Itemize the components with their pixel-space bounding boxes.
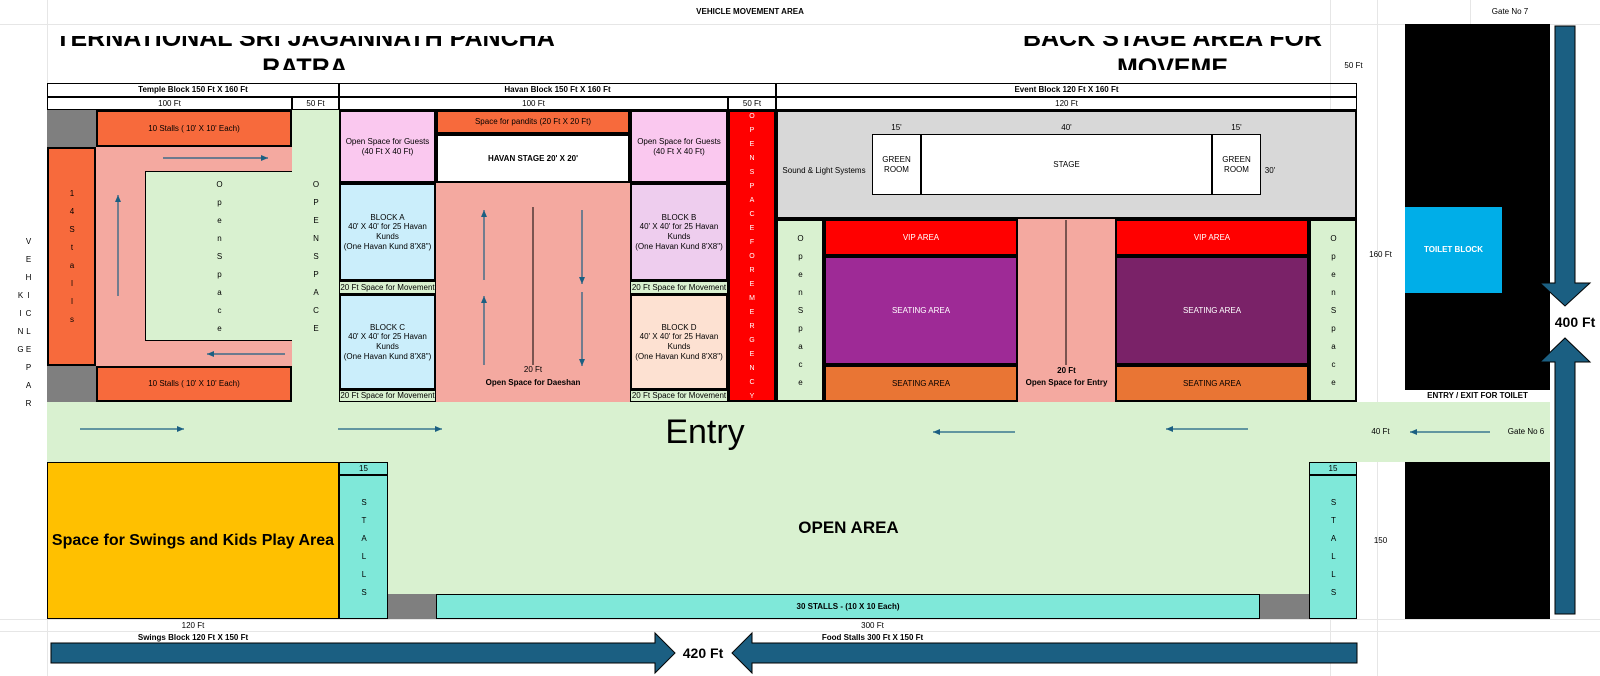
- block-b: BLOCK B 40' X 40' for 25 Havan Kunds (On…: [630, 183, 728, 281]
- stalls-side: 1 4 S t a l l s: [47, 147, 96, 366]
- open-space-label: O p e n S p a c e: [1329, 234, 1338, 387]
- title-right: BACK STAGE AREA FOR MOVEME: [1022, 36, 1323, 70]
- stalls-label: S T A L L S: [359, 497, 369, 597]
- havan-block-label: Havan Block 150 Ft X 160 Ft: [339, 83, 776, 97]
- open-space-label: O P E N S P A C E: [311, 179, 321, 333]
- vip-area-right: VIP AREA: [1115, 219, 1309, 256]
- seating-area-left-lower: SEATING AREA: [824, 365, 1018, 402]
- dim-15: 15': [1231, 123, 1242, 133]
- gridline: [0, 631, 1600, 632]
- event-block-label: Event Block 120 Ft X 160 Ft: [776, 83, 1357, 97]
- movement-space: 20 Ft Space for Movement: [339, 281, 436, 294]
- stalls-side-label: 1 4 S t a l l s: [67, 189, 77, 324]
- stalls-left: S T A L L S: [339, 475, 388, 619]
- swings-area: Space for Swings and Kids Play Area: [47, 462, 339, 619]
- toilet-block: TOILET BLOCK: [1405, 207, 1502, 293]
- open-area: OPEN AREA: [388, 462, 1309, 594]
- stalls-label: S T A L L S: [1329, 497, 1338, 597]
- guests-space-left: Open Space for Guests (40 Ft X 40 Ft): [339, 110, 436, 183]
- emergency-label: O P E N S P A C E F O R E M E R G E N C …: [748, 112, 756, 400]
- dim-50ft: 50 Ft: [1344, 61, 1363, 71]
- pandits-space: Space for pandits (20 Ft X 20 Ft): [436, 110, 630, 134]
- seating-area-right: SEATING AREA: [1115, 256, 1309, 365]
- seating-area-left: SEATING AREA: [824, 256, 1018, 365]
- temple-block-label: Temple Block 150 Ft X 160 Ft: [47, 83, 339, 97]
- main-stage: STAGE: [921, 134, 1212, 195]
- dim-300ft: 300 Ft: [861, 620, 884, 630]
- corner-block: [1260, 594, 1309, 619]
- stalls-30: 30 STALLS - (10 X 10 Each): [436, 594, 1260, 619]
- dim-120ft: 120 Ft: [181, 620, 205, 630]
- entry-open-space: [1018, 219, 1115, 402]
- dim-150: 150: [1373, 536, 1388, 546]
- green-room-right: GREEN ROOM: [1212, 134, 1261, 195]
- stalls-right: S T A L L S: [1309, 475, 1357, 619]
- temple-open-strip: O P E N S P A C E: [292, 110, 339, 402]
- dim-15: 15: [339, 462, 388, 475]
- block-a: BLOCK A 40' X 40' for 25 Havan Kunds (On…: [339, 183, 436, 281]
- open-space-label: O p e n S p a c e: [796, 234, 805, 387]
- dim-15: 15: [1309, 462, 1357, 475]
- corner-block: [47, 366, 96, 402]
- dim-400ft: 400 Ft: [1550, 312, 1600, 332]
- block-c: BLOCK C 40' X 40' for 25 Havan Kunds (On…: [339, 294, 436, 390]
- gate-7-label: Gate No 7: [1491, 7, 1529, 17]
- stalls-top: 10 Stalls ( 10' X 10' Each): [96, 110, 292, 147]
- gridline: [0, 619, 1600, 620]
- entry-road: [47, 402, 1550, 462]
- dim-120ft: 120 Ft: [776, 97, 1357, 110]
- vehicle-movement-label: VEHICLE MOVEMENT AREA: [696, 7, 804, 17]
- stalls-bottom: 10 Stalls ( 10' X 10' Each): [96, 366, 292, 402]
- movement-space: 20 Ft Space for Movement: [630, 281, 728, 294]
- movement-space: 20 Ft Space for Movement: [339, 390, 436, 402]
- open-space-left: O p e n S p a c e: [776, 219, 824, 402]
- dim-50ft: 50 Ft: [728, 97, 776, 110]
- daeshan-ft: 20 Ft: [523, 365, 543, 375]
- dim-15: 15': [891, 123, 902, 133]
- corner-block: [47, 110, 96, 147]
- gate-6-label: Gate No 6: [1507, 427, 1545, 437]
- swings-block-label: Swings Block 120 Ft X 150 Ft: [137, 632, 249, 642]
- dim-420ft: 420 Ft: [682, 644, 724, 661]
- gridline: [1470, 0, 1471, 24]
- entry-space-label: Open Space for Entry: [1025, 378, 1108, 388]
- dim-30: 30': [1264, 166, 1276, 176]
- corner-block: [388, 594, 436, 619]
- movement-space: 20 Ft Space for Movement: [630, 390, 728, 402]
- dim-50ft: 50 Ft: [292, 97, 339, 110]
- seating-area-right-lower: SEATING AREA: [1115, 365, 1309, 402]
- food-stalls-label: Food Stalls 300 Ft X 150 Ft: [821, 632, 924, 642]
- entry-label: Entry: [665, 412, 745, 451]
- open-space-right: O p e n S p a c e: [1309, 219, 1357, 402]
- emergency-space: O P E N S P A C E F O R E M E R G E N C …: [728, 110, 776, 402]
- dim-40ft: 40 Ft: [1371, 427, 1390, 437]
- vip-area-left: VIP AREA: [824, 219, 1018, 256]
- entry-ft: 20 Ft: [1057, 366, 1076, 376]
- black-area-bottom: [1405, 462, 1550, 619]
- dim-100ft: 100 Ft: [47, 97, 292, 110]
- open-space-label: O p e n S p a c e: [215, 179, 224, 333]
- daeshan-label: Open Space for Daeshan: [485, 378, 581, 388]
- temple-open-space: O p e n S p a c e: [145, 171, 292, 341]
- dim-40: 40': [1061, 123, 1072, 133]
- green-room-left: GREEN ROOM: [872, 134, 921, 195]
- block-d: BLOCK D 40' X 40' for 25 Havan Kunds (On…: [630, 294, 728, 390]
- dim-160ft: 160 Ft: [1369, 250, 1392, 260]
- gridline: [0, 24, 1600, 25]
- title-left: TERNATIONAL SRI JAGANNATH PANCHA RATRA: [55, 36, 555, 70]
- guests-space-right: Open Space for Guests (40 Ft X 40 Ft): [630, 110, 728, 183]
- dim-100ft: 100 Ft: [339, 97, 728, 110]
- vehicle-parking-label: V E H I C L E P A R K I N G: [16, 237, 33, 408]
- havan-stage: HAVAN STAGE 20' X 20': [436, 134, 630, 183]
- gridline: [1377, 0, 1378, 676]
- vehicle-parking: V E H I C L E P A R K I N G: [12, 235, 36, 410]
- sound-light: Sound & Light Systems: [782, 166, 866, 176]
- toilet-entry-label: ENTRY / EXIT FOR TOILET: [1405, 390, 1550, 402]
